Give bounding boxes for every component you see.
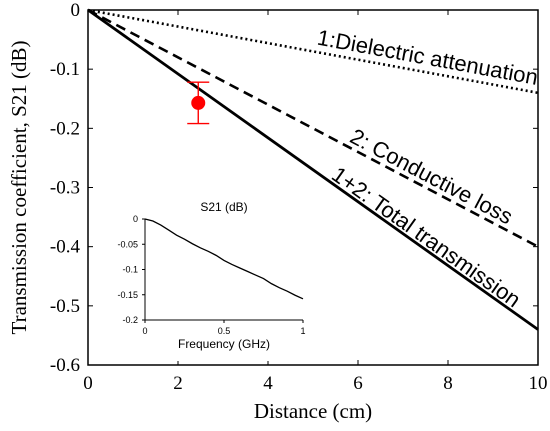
inset-y-tick-label: -0.1 [122, 265, 138, 275]
x-tick-label: 6 [353, 373, 363, 394]
y-tick-label: -0.6 [50, 355, 80, 376]
y-tick-label: -0.2 [50, 118, 80, 139]
inset-series-line [144, 218, 304, 300]
measurement-point [191, 95, 206, 110]
series-line-2 [87, 8, 539, 248]
y-tick-label: -0.4 [50, 237, 81, 258]
inset-title: S21 (dB) [200, 200, 247, 214]
inset-x-tick-label: 1 [300, 326, 305, 336]
inset-y-tick-label: -0.2 [122, 315, 138, 325]
y-tick-label: -0.3 [50, 178, 80, 199]
x-tick-label: 8 [443, 373, 453, 394]
inset-background [101, 193, 319, 361]
x-tick-label: 0 [83, 373, 93, 394]
inset-x-tick-label: 0.5 [218, 326, 231, 336]
y-tick-label: -0.1 [50, 59, 80, 80]
x-tick-label: 4 [263, 373, 273, 394]
inset-x-tick-label: 0 [142, 326, 147, 336]
inset-y-tick-label: 0 [133, 214, 138, 224]
x-axis-label: Distance (cm) [254, 399, 372, 423]
series-line-1 [87, 8, 539, 95]
inset-y-tick-label: -0.15 [117, 290, 138, 300]
y-tick-label: -0.5 [50, 296, 80, 317]
y-tick-label: 0 [71, 0, 81, 21]
inset-plot: 0 -0.05 -0.1 -0.15 -0.2 0 0.5 1 S21 (dB) Frequenc… [101, 193, 319, 361]
inset-x-axis-label: Frequency (GHz) [178, 337, 270, 351]
x-tick-label: 10 [529, 373, 548, 394]
inset-y-tick-label: -0.05 [117, 239, 138, 249]
x-tick-label: 2 [173, 373, 183, 394]
series-line-3 [87, 8, 539, 331]
y-axis-label: Transmission coefficient, S21 (dB) [7, 41, 31, 335]
